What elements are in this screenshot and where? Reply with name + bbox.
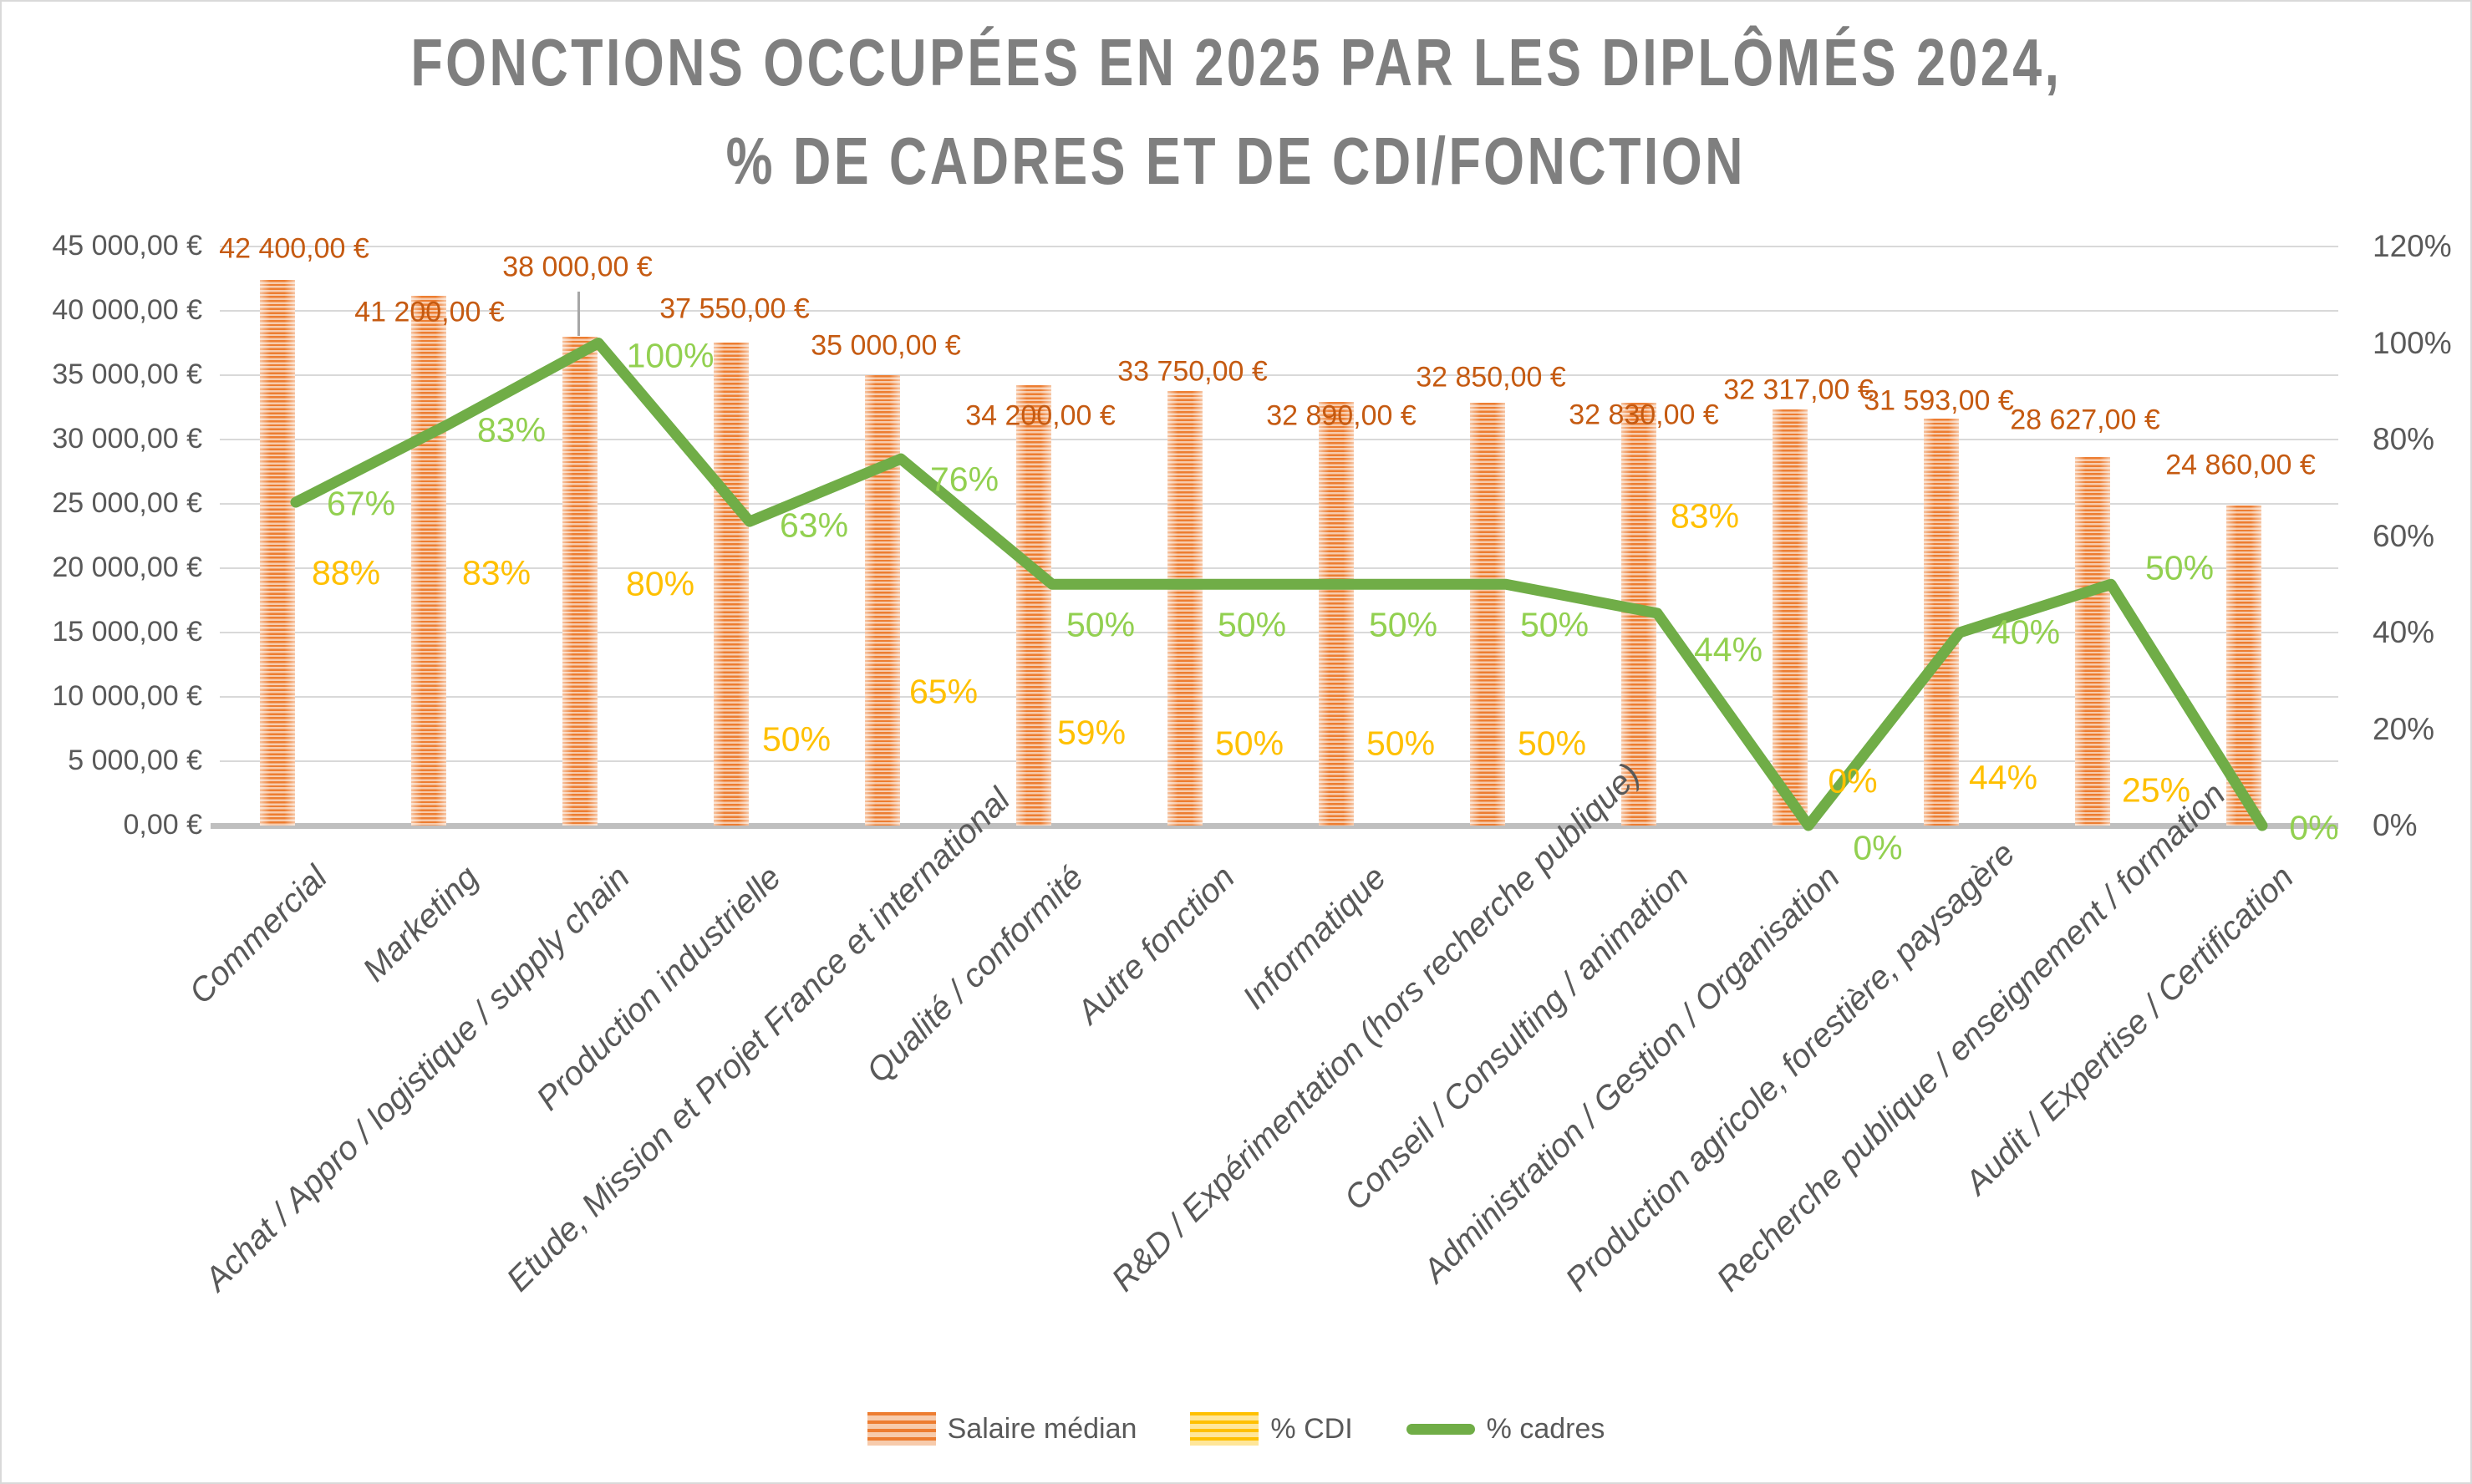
gridline <box>220 632 2338 633</box>
data-label-salaire: 31 593,00 € <box>1864 384 2014 417</box>
data-label-cadres: 40% <box>1991 612 2061 652</box>
data-label-cadres: 50% <box>1217 605 1287 644</box>
data-label-cdi: 25% <box>2121 770 2191 810</box>
gridline <box>220 439 2338 440</box>
right-axis-tick: 0% <box>2373 808 2418 842</box>
gridline <box>220 246 2338 247</box>
left-axis-tick: 20 000,00 € <box>52 551 202 583</box>
data-label-salaire: 32 850,00 € <box>1416 361 1566 394</box>
left-axis-tick: 35 000,00 € <box>52 358 202 390</box>
x-axis-line <box>211 823 2338 829</box>
right-axis-tick: 20% <box>2373 711 2435 746</box>
right-axis-tick: 40% <box>2373 615 2435 649</box>
right-axis-tick: 120% <box>2373 229 2452 263</box>
legend-label: % CDI <box>1270 1412 1353 1445</box>
data-label-cdi: 50% <box>1214 724 1284 763</box>
bar-salaire-median <box>259 280 295 826</box>
right-axis-tick: 100% <box>2373 325 2452 360</box>
left-axis-tick: 25 000,00 € <box>52 487 202 519</box>
bar-salaire-median <box>1167 391 1203 826</box>
data-label-cdi: 44% <box>1968 758 2038 797</box>
legend: Salaire médian % CDI % cadres <box>2 1404 2470 1454</box>
data-label-cdi: 59% <box>1056 713 1127 752</box>
chart-title-line-2: % DE CADRES ET DE CDI/FONCTION <box>2 124 2470 199</box>
legend-item-cdi: % CDI <box>1190 1412 1353 1446</box>
data-label-cdi: 80% <box>625 564 695 603</box>
bar-salaire-median <box>713 342 749 826</box>
chart-title-line-1: FONCTIONS OCCUPÉES EN 2025 PAR LES DIPLÔ… <box>2 24 2470 100</box>
data-label-cadres: 0% <box>2289 808 2339 847</box>
bar-salaire-median <box>1318 402 1354 826</box>
label-leader-line <box>577 292 580 336</box>
gridline <box>220 310 2338 312</box>
left-axis-tick: 5 000,00 € <box>68 745 202 776</box>
legend-item-salaire-median: Salaire médian <box>867 1412 1137 1446</box>
data-label-cadres: 50% <box>2144 548 2215 587</box>
data-label-salaire: 35 000,00 € <box>811 329 961 362</box>
data-label-salaire: 24 860,00 € <box>2165 449 2316 481</box>
data-label-salaire: 28 627,00 € <box>2010 404 2160 436</box>
data-label-salaire: 41 200,00 € <box>354 296 505 328</box>
gridline <box>220 760 2338 762</box>
data-label-salaire: 32 890,00 € <box>1266 399 1417 432</box>
data-label-cdi: 50% <box>1517 724 1587 763</box>
data-label-cdi: 0% <box>1828 761 1878 800</box>
data-label-cdi: 83% <box>461 553 532 592</box>
bar-salaire-median <box>864 375 900 826</box>
data-label-cadres: 0% <box>1853 828 1903 867</box>
data-label-salaire: 32 317,00 € <box>1723 374 1874 406</box>
gridline <box>220 503 2338 505</box>
left-axis-tick: 40 000,00 € <box>52 294 202 326</box>
data-label-salaire: 37 550,00 € <box>659 292 810 325</box>
data-label-cadres: 63% <box>779 506 849 545</box>
data-label-salaire: 33 750,00 € <box>1117 355 1268 388</box>
right-axis-tick: 80% <box>2373 422 2435 456</box>
bar-salaire-median <box>1772 409 1808 826</box>
gridline <box>220 567 2338 569</box>
bar-salaire-median <box>1469 403 1505 826</box>
data-label-cdi: 88% <box>311 553 381 592</box>
data-label-cdi: 65% <box>908 672 979 711</box>
legend-label: Salaire médian <box>947 1412 1137 1445</box>
data-label-cadres: 50% <box>1368 605 1438 644</box>
bar-salaire-median <box>1015 385 1051 826</box>
bar-salaire-median <box>410 295 446 826</box>
gridline <box>220 374 2338 376</box>
left-axis-tick: 10 000,00 € <box>52 680 202 712</box>
data-label-salaire: 42 400,00 € <box>219 232 369 265</box>
legend-item-cadres: % cadres <box>1406 1413 1605 1446</box>
data-label-cdi: 50% <box>1366 724 1436 763</box>
left-axis-tick: 0,00 € <box>123 809 202 841</box>
data-label-cadres: 67% <box>326 484 396 523</box>
data-label-salaire: 32 830,00 € <box>1569 399 1719 431</box>
bar-salaire-median <box>562 336 598 826</box>
bar-salaire-median <box>2074 457 2110 826</box>
gridline <box>220 696 2338 698</box>
data-label-salaire: 38 000,00 € <box>502 251 653 283</box>
left-axis-tick: 30 000,00 € <box>52 423 202 455</box>
data-label-cadres: 76% <box>929 460 999 499</box>
legend-label: % cadres <box>1486 1412 1605 1445</box>
data-label-cadres: 50% <box>1066 605 1136 644</box>
chart-title-text-2: % DE CADRES ET DE CDI/FONCTION <box>725 123 1747 199</box>
data-label-cdi: 50% <box>761 719 832 759</box>
data-label-cadres: 100% <box>626 336 715 375</box>
legend-swatch-bar-orange <box>867 1412 936 1446</box>
left-axis-tick: 45 000,00 € <box>52 230 202 262</box>
data-label-cadres: 83% <box>476 410 547 450</box>
data-label-cdi: 83% <box>1670 496 1740 536</box>
legend-swatch-bar-yellow <box>1190 1412 1259 1446</box>
data-label-cadres: 50% <box>1519 605 1590 644</box>
data-label-salaire: 34 200,00 € <box>965 399 1116 432</box>
left-axis-tick: 15 000,00 € <box>52 616 202 648</box>
right-axis-tick: 60% <box>2373 518 2435 553</box>
legend-swatch-line-green <box>1406 1423 1475 1435</box>
data-label-cadres: 44% <box>1693 630 1763 669</box>
bar-salaire-median <box>1923 419 1959 826</box>
chart-title-text-1: FONCTIONS OCCUPÉES EN 2025 PAR LES DIPLÔ… <box>409 24 2063 100</box>
